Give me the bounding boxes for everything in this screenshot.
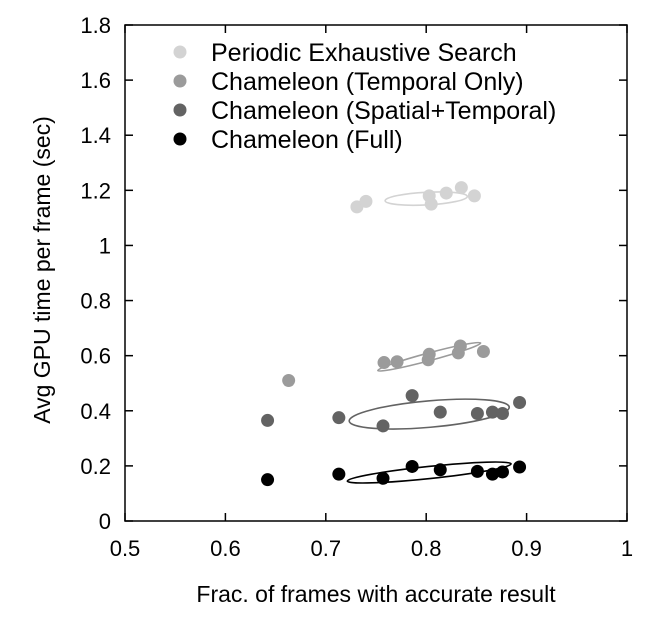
- data-point: [513, 396, 527, 410]
- legend-label: Chameleon (Temporal Only): [211, 68, 524, 96]
- data-point: [433, 463, 447, 477]
- data-point: [405, 389, 419, 403]
- data-point: [476, 345, 490, 359]
- y-tick-label: 0.2: [80, 454, 111, 479]
- cluster-ellipse: [346, 461, 512, 484]
- y-tick-label: 0.4: [80, 399, 111, 424]
- axes: 0.5 0.6 0.7 0.8 0.9 1 0 0.2 0.4 0.6 0.8 1 1.2 1.4 1.6 1…: [80, 13, 633, 561]
- data-point: [433, 405, 447, 419]
- data-point: [439, 186, 453, 200]
- y-tick-label: 1.6: [80, 68, 111, 93]
- data-point: [377, 356, 391, 370]
- legend-label: Periodic Exhaustive Search: [211, 39, 517, 67]
- x-tick-label: 1: [621, 536, 633, 561]
- x-tick-label: 0.8: [411, 536, 442, 561]
- x-tick-label: 0.5: [110, 536, 141, 561]
- legend-marker: [173, 132, 187, 146]
- cluster-ellipses: [346, 191, 512, 484]
- data-point: [422, 347, 436, 361]
- legend-marker: [173, 45, 187, 59]
- data-point: [513, 460, 527, 474]
- y-tick-label: 0.8: [80, 289, 111, 314]
- y-tick-label: 0.6: [80, 344, 111, 369]
- data-point: [496, 407, 510, 421]
- data-point: [470, 407, 484, 421]
- data-point: [261, 413, 275, 427]
- x-tick-label: 0.6: [210, 536, 241, 561]
- legend-label: Chameleon (Full): [211, 126, 403, 154]
- data-point: [467, 189, 481, 203]
- data-point: [376, 471, 390, 485]
- y-axis-label: Avg GPU time per frame (sec): [29, 116, 55, 424]
- y-tick-label: 1.8: [80, 13, 111, 38]
- data-point: [470, 464, 484, 478]
- y-tick-label: 1.2: [80, 178, 111, 203]
- legend-label: Chameleon (Spatial+Temporal): [211, 97, 556, 125]
- data-point: [405, 459, 419, 473]
- data-point: [359, 194, 373, 208]
- data-point: [376, 419, 390, 433]
- data-point: [454, 181, 468, 195]
- plot-frame: [124, 24, 628, 522]
- cluster-ellipse: [348, 398, 511, 430]
- data-point: [424, 197, 438, 211]
- data-point: [496, 465, 510, 479]
- data-point: [453, 339, 467, 353]
- data-points: [261, 181, 527, 487]
- data-point: [332, 411, 346, 425]
- data-point: [485, 467, 499, 481]
- y-tick-label: 1.4: [80, 123, 111, 148]
- data-point: [282, 373, 296, 387]
- x-tick-label: 0.7: [311, 536, 342, 561]
- data-point: [261, 473, 275, 487]
- x-tick-label: 0.9: [511, 536, 542, 561]
- data-point: [390, 355, 404, 369]
- x-axis-label: Frac. of frames with accurate result: [196, 581, 556, 607]
- data-point: [332, 467, 346, 481]
- data-point: [485, 405, 499, 419]
- legend-marker: [173, 74, 187, 88]
- y-tick-label: 0: [99, 509, 111, 534]
- legend-marker: [173, 103, 187, 117]
- y-tick-label: 1: [99, 233, 111, 258]
